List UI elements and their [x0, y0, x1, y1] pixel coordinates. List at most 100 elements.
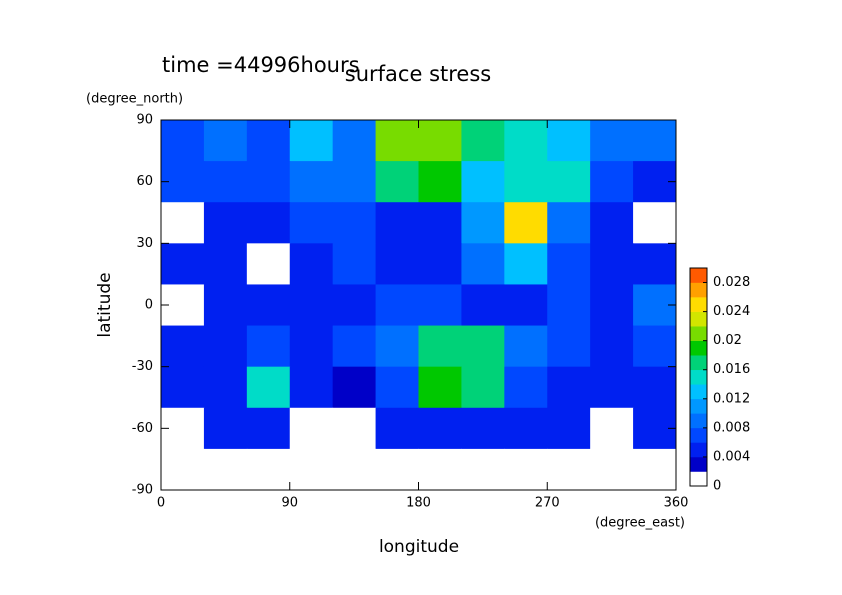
contour-cell	[246, 325, 291, 368]
contour-cell	[418, 284, 462, 327]
contour-cell	[461, 161, 505, 203]
contour-cell	[504, 325, 548, 368]
colorbar-tick-label: 0.004	[713, 449, 750, 464]
colorbar-swatch	[690, 311, 707, 327]
contour-cell	[289, 407, 334, 450]
colorbar-swatch	[690, 442, 707, 458]
y-axis-label: latitude	[95, 272, 115, 337]
contour-cell	[590, 284, 634, 327]
x-unit: (degree_east)	[595, 516, 685, 531]
contour-cell	[375, 284, 419, 327]
contour-cell	[590, 120, 634, 162]
chart-title: surface stress	[345, 62, 491, 86]
contour-cell	[547, 161, 591, 203]
contour-cell	[547, 366, 591, 409]
contour-cell	[289, 366, 334, 409]
contour-cell	[203, 202, 248, 244]
contour-cell	[246, 243, 291, 285]
x-tick-label: 360	[664, 496, 689, 511]
contour-cell	[246, 202, 291, 244]
contour-cell	[418, 120, 462, 162]
contour-cell	[161, 325, 205, 368]
colorbar-tick-label: 0.016	[713, 362, 750, 377]
colorbar-swatch	[690, 297, 707, 312]
contour-cell	[203, 407, 248, 450]
contour-cell	[161, 120, 205, 162]
contour-cell	[633, 120, 677, 162]
contour-cell	[418, 366, 462, 409]
contour-cell	[590, 407, 634, 450]
colorbar-swatch	[690, 456, 707, 472]
contour-cell	[289, 325, 334, 368]
contour-cell	[590, 243, 634, 285]
contour-cell	[418, 202, 462, 244]
contour-cell	[203, 243, 248, 285]
contour-cell	[461, 448, 505, 491]
contour-cell	[375, 120, 419, 162]
contour-cell	[547, 325, 591, 368]
contour-cell	[375, 202, 419, 244]
colorbar-frame	[689, 267, 708, 487]
contour-cell	[504, 202, 548, 244]
contour-cell	[203, 284, 248, 327]
colorbar-swatch	[690, 427, 707, 443]
contour-cell	[633, 325, 677, 368]
y-unit: (degree_north)	[86, 92, 183, 107]
contour-cell	[461, 243, 505, 285]
contour-cell	[461, 366, 505, 409]
contour-cell	[332, 284, 377, 327]
contour-cell	[633, 366, 677, 409]
contour-cell	[504, 448, 548, 491]
contour-cell	[590, 366, 634, 409]
colorbar-tick-label: 0	[713, 479, 721, 494]
colorbar-swatch	[690, 326, 707, 341]
contour-cell	[289, 202, 334, 244]
contour-cell	[332, 202, 377, 244]
contour-cell	[504, 120, 548, 162]
contour-cell	[246, 284, 291, 327]
contour-cell	[203, 120, 248, 162]
contour-cell	[332, 448, 377, 491]
contour-cell	[633, 243, 677, 285]
contour-cell	[461, 407, 505, 450]
x-tick-label: 0	[157, 496, 165, 511]
contour-cell	[332, 325, 377, 368]
contour-cell	[332, 407, 377, 450]
colorbar-swatch	[690, 355, 707, 371]
contour-cell	[461, 284, 505, 327]
contour-cell	[547, 407, 591, 450]
contour-cell	[332, 243, 377, 285]
contour-cell	[461, 325, 505, 368]
x-tick-label: 270	[535, 496, 560, 511]
y-tick-label: 0	[145, 298, 153, 313]
contour-cell	[161, 202, 205, 244]
contour-cell	[289, 161, 334, 203]
x-axis-label: longitude	[379, 537, 459, 557]
field	[161, 120, 677, 491]
contour-cell	[289, 284, 334, 327]
y-tick-label: 90	[136, 113, 153, 128]
contour-cell	[375, 243, 419, 285]
colorbar-tick-label: 0.008	[713, 420, 750, 435]
contour-cell	[161, 243, 205, 285]
contour-cell	[504, 161, 548, 203]
contour-cell	[547, 284, 591, 327]
contour-cell	[203, 448, 248, 491]
contour-cell	[504, 284, 548, 327]
contour-cell	[547, 448, 591, 491]
contour-cell	[418, 325, 462, 368]
colorbar-tick-label: 0.024	[713, 304, 750, 319]
contour-cell	[332, 366, 377, 409]
contour-cell	[418, 407, 462, 450]
axes: 0 90 180 270 360 -90 -60 -30 0 30 60 90 0 0.004 0.008 0…	[132, 113, 750, 511]
contour-cell	[332, 161, 377, 203]
contour-cell	[590, 325, 634, 368]
contour-cell	[418, 243, 462, 285]
contour-cell	[375, 161, 419, 203]
contour-cell	[418, 161, 462, 203]
y-tick-label: -30	[132, 359, 153, 374]
colorbar-swatch	[690, 471, 707, 487]
contour-cell	[590, 161, 634, 203]
x-tick-label: 180	[406, 496, 431, 511]
